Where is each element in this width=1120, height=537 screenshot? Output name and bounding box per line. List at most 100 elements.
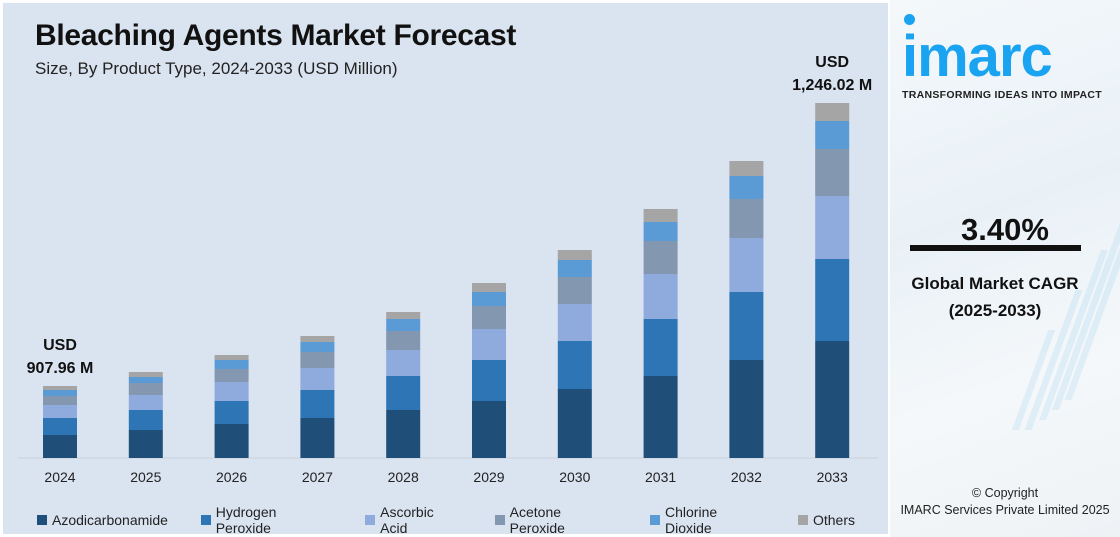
bar-segment-hydrogen-peroxide-2033 [815, 259, 850, 341]
bar-segment-others-2024 [43, 386, 77, 390]
cagr-label: Global Market CAGR (2025-2033) [890, 270, 1100, 324]
legend-label: Acetone Peroxide [509, 504, 565, 536]
legend-label: Chlorine Dioxide [665, 504, 718, 536]
bar-segment-acetone-peroxide-2024 [43, 396, 77, 405]
bar-segment-others-2026 [214, 355, 249, 360]
bar-segment-chlorine-dioxide-2025 [128, 377, 163, 383]
x-tick-label: 2031 [645, 469, 676, 485]
logo-dot-icon [904, 14, 915, 25]
chart-subtitle: Size, By Product Type, 2024-2033 (USD Mi… [35, 59, 398, 78]
stacked-bar-chart: 2024 2025 2026 2027 2028 2029 2030 2031 2032 2033… [18, 54, 878, 485]
legend-item: Hydrogen Peroxide [200, 504, 332, 536]
legend-label: Others [812, 512, 855, 528]
bar-segment-acetone-peroxide-2031 [643, 241, 678, 274]
bar-segment-azodicarbonamide-2030 [557, 389, 592, 458]
bar-segment-ascorbic-acid-2025 [128, 395, 163, 410]
cagr-label-text: Global Market CAGR [911, 274, 1079, 293]
bar-segment-chlorine-dioxide-2029 [472, 292, 506, 306]
bar-segment-ascorbic-acid-2029 [472, 329, 506, 360]
bar-segment-others-2030 [557, 250, 592, 260]
bar-segment-chlorine-dioxide-2031 [643, 222, 678, 241]
bar-segment-others-2032 [729, 161, 764, 176]
total-annotation-currency: USD [815, 54, 849, 71]
legend-swatch [650, 515, 660, 525]
legend-item: Azodicarbonamide [37, 504, 168, 536]
legend-item: Chlorine Dioxide [650, 504, 765, 536]
x-tick-label: 2032 [731, 469, 762, 485]
bar-segment-hydrogen-peroxide-2026 [214, 401, 249, 424]
bar-segment-azodicarbonamide-2029 [472, 401, 506, 458]
bar-segment-acetone-peroxide-2028 [386, 331, 421, 350]
legend: Azodicarbonamide Hydrogen Peroxide Ascorbi… [37, 504, 888, 536]
bar-segment-acetone-peroxide-2026 [214, 369, 249, 382]
legend-item: Acetone Peroxide [494, 504, 617, 536]
x-tick-label: 2028 [388, 469, 419, 485]
bar-segment-acetone-peroxide-2025 [128, 383, 163, 395]
x-tick-label: 2026 [216, 469, 247, 485]
bar-segment-acetone-peroxide-2032 [729, 199, 764, 238]
bar-segment-chlorine-dioxide-2024 [43, 390, 77, 396]
bar-segment-others-2033 [815, 103, 850, 121]
legend-label: Ascorbic Acid [380, 504, 434, 536]
copyright: © Copyright IMARC Services Private Limit… [890, 485, 1120, 519]
bar-segment-chlorine-dioxide-2033 [815, 121, 850, 149]
bar-segment-hydrogen-peroxide-2028 [386, 376, 421, 410]
bar-segment-ascorbic-acid-2030 [557, 304, 592, 341]
legend-swatch [494, 515, 505, 525]
bar-segment-hydrogen-peroxide-2027 [300, 390, 335, 418]
legend-item: Ascorbic Acid [365, 504, 462, 536]
side-panel: imarc TRANSFORMING IDEAS INTO IMPACT 3.4… [890, 0, 1120, 537]
legend-swatch [200, 515, 211, 525]
bar-segment-chlorine-dioxide-2026 [214, 360, 249, 369]
cagr-value: 3.40% [961, 212, 1049, 247]
chart-panel: Bleaching Agents Market Forecast Size, B… [3, 3, 888, 536]
bar-segment-chlorine-dioxide-2027 [300, 342, 335, 352]
bar-segment-azodicarbonamide-2024 [43, 435, 77, 458]
x-tick-label: 2029 [473, 469, 504, 485]
bar-segment-azodicarbonamide-2027 [300, 418, 335, 458]
legend-label: Azodicarbonamide [52, 512, 168, 528]
bar-segment-hydrogen-peroxide-2030 [557, 341, 592, 389]
bar-segment-ascorbic-acid-2032 [729, 238, 764, 292]
bar-segment-azodicarbonamide-2032 [729, 360, 764, 458]
bar-segment-others-2025 [128, 372, 163, 377]
bar-segment-azodicarbonamide-2026 [214, 424, 249, 458]
bar-segment-azodicarbonamide-2031 [643, 376, 678, 458]
bar-segment-azodicarbonamide-2028 [386, 410, 421, 458]
legend-label: Hydrogen Peroxide [215, 504, 277, 536]
legend-swatch [365, 515, 376, 525]
bar-segment-chlorine-dioxide-2032 [729, 176, 764, 199]
bar-segment-acetone-peroxide-2033 [815, 149, 850, 196]
cagr-period: (2025-2033) [948, 301, 1042, 320]
company-name: IMARC Services Private Limited 2025 [900, 503, 1110, 517]
bar-segment-hydrogen-peroxide-2032 [729, 292, 764, 360]
imarc-logo: imarc [902, 24, 1053, 89]
legend-swatch [797, 515, 808, 525]
x-tick-label: 2024 [44, 469, 75, 485]
bar-segment-ascorbic-acid-2026 [214, 382, 249, 401]
copyright-text: © Copyright [971, 486, 1039, 500]
bar-segment-acetone-peroxide-2029 [472, 306, 506, 329]
logo-tagline: TRANSFORMING IDEAS INTO IMPACT [902, 89, 1102, 101]
x-tick-label: 2033 [817, 469, 848, 485]
chart-title: Bleaching Agents Market Forecast [35, 19, 517, 52]
bar-segment-azodicarbonamide-2025 [128, 430, 163, 458]
x-tick-label: 2030 [559, 469, 590, 485]
bar-segment-acetone-peroxide-2030 [557, 277, 592, 304]
bar-segment-hydrogen-peroxide-2024 [43, 418, 77, 435]
bar-segment-ascorbic-acid-2028 [386, 350, 421, 376]
bar-segment-ascorbic-acid-2027 [300, 368, 335, 390]
total-annotation-value: 1,246.02 M [792, 77, 872, 94]
bar-segment-others-2029 [472, 283, 506, 292]
bar-segment-acetone-peroxide-2027 [300, 352, 335, 368]
total-annotation-value: 907.96 M [27, 360, 94, 377]
cagr-divider [910, 245, 1081, 251]
bar-segment-azodicarbonamide-2033 [815, 341, 850, 458]
x-tick-label: 2025 [130, 469, 161, 485]
bar-segment-chlorine-dioxide-2028 [386, 319, 421, 331]
total-annotation-currency: USD [43, 337, 77, 354]
x-tick-label: 2027 [302, 469, 333, 485]
bar-segment-chlorine-dioxide-2030 [557, 260, 592, 277]
bar-segment-hydrogen-peroxide-2025 [128, 410, 163, 430]
bar-segment-others-2027 [300, 336, 335, 342]
